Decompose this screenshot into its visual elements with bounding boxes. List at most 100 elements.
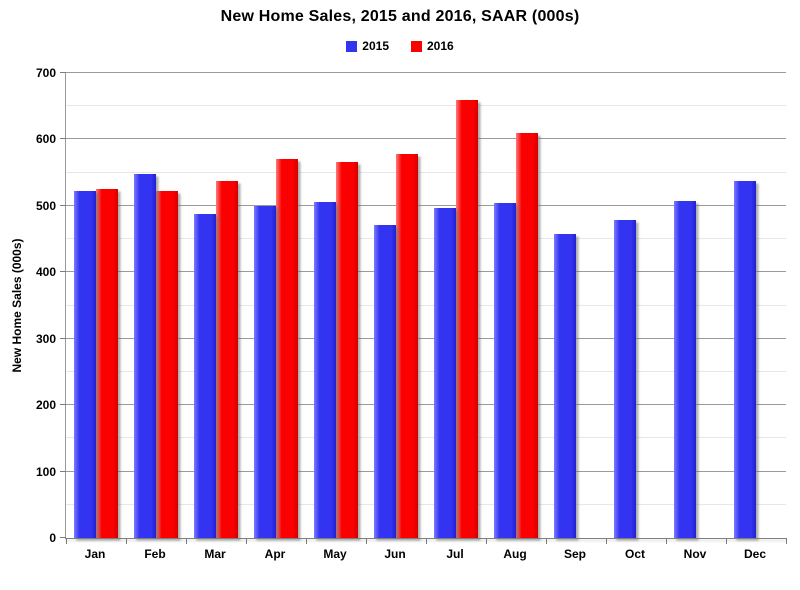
y-axis-tick — [60, 271, 66, 273]
bar-2016-may — [336, 162, 358, 538]
bar-2016-mar — [216, 181, 238, 538]
x-axis-tick — [365, 538, 367, 544]
gridline-minor — [66, 503, 786, 505]
bar-2016-jun — [396, 154, 418, 538]
x-axis-tick — [545, 538, 547, 544]
bar-2015-mar — [194, 213, 216, 538]
x-axis-tick — [65, 538, 67, 544]
bar-2016-feb — [156, 190, 178, 538]
legend-label-2016: 2016 — [427, 39, 454, 53]
x-axis-label-mar: Mar — [204, 547, 226, 561]
bar-group-nov — [666, 73, 726, 538]
gridline-minor — [66, 105, 786, 107]
y-axis-tick-label: 500 — [35, 198, 56, 213]
x-axis-tick — [125, 538, 127, 544]
x-axis-tick — [725, 538, 727, 544]
gridline-minor — [66, 370, 786, 372]
x-axis-label-jun: Jun — [384, 547, 406, 561]
plot-area — [60, 72, 787, 544]
y-axis-tick — [60, 337, 66, 339]
x-axis-label-jan: Jan — [84, 547, 106, 561]
gridline-minor — [66, 171, 786, 173]
y-axis-tick-label: 300 — [35, 331, 56, 346]
y-axis-tick-label: 200 — [35, 398, 56, 413]
bar-group-jan — [66, 73, 126, 538]
y-axis-tick — [60, 204, 66, 206]
x-axis-tick — [185, 538, 187, 544]
bar-2016-jan — [96, 189, 118, 538]
bar-2015-nov — [674, 200, 696, 538]
bar-2015-aug — [494, 202, 516, 538]
legend: 2015 2016 — [0, 39, 800, 53]
x-axis-label-dec: Dec — [743, 547, 766, 561]
gridline-major — [66, 204, 786, 206]
bar-group-dec — [726, 73, 786, 538]
bar-2016-apr — [276, 159, 298, 538]
gridline-minor — [66, 437, 786, 439]
x-axis-tick — [305, 538, 307, 544]
bar-group-jul — [426, 73, 486, 538]
x-axis-labels: Jan Feb Mar Apr May Jun Jul Aug Sep Oct Nov Dec — [65, 547, 785, 563]
x-axis-tick — [605, 538, 607, 544]
gridline-major — [66, 404, 786, 406]
gridline-major — [66, 72, 786, 73]
bar-2015-jul — [434, 207, 456, 538]
y-axis-tick-label: 700 — [35, 66, 56, 80]
x-axis-label-may: May — [323, 547, 347, 561]
x-axis-tick — [485, 538, 487, 544]
bar-2015-jun — [374, 225, 396, 538]
x-axis-label-oct: Oct — [624, 547, 645, 561]
x-axis-tick — [665, 538, 667, 544]
bar-group-may — [306, 73, 366, 538]
y-axis-tick — [60, 404, 66, 406]
legend-swatch-2016 — [411, 40, 422, 52]
bar-2015-sep — [554, 234, 576, 538]
gridline-minor — [66, 238, 786, 240]
chart-title: New Home Sales, 2015 and 2016, SAAR (000… — [220, 8, 580, 25]
bar-2015-oct — [614, 220, 636, 538]
bar-group-apr — [246, 73, 306, 538]
legend-label-2015: 2015 — [362, 39, 389, 53]
x-axis-label-sep: Sep — [563, 547, 586, 561]
bar-group-jun — [366, 73, 426, 538]
bar-group-mar — [186, 73, 246, 538]
x-axis-tick — [245, 538, 247, 544]
gridline-major — [66, 470, 786, 472]
y-axis-tick-label: 400 — [35, 265, 56, 280]
legend-swatch-2015 — [346, 40, 358, 52]
x-axis-label-jul: Jul — [446, 547, 464, 561]
bar-2015-jan — [74, 190, 96, 538]
bar-group-feb — [126, 73, 186, 538]
gridline-major — [66, 138, 786, 140]
legend-item-2015: 2015 — [346, 39, 389, 53]
y-axis-tick-label: 0 — [49, 531, 56, 545]
x-axis-label-apr: Apr — [264, 547, 286, 561]
y-axis-tick — [60, 537, 66, 538]
legend-item-2016: 2016 — [411, 39, 454, 53]
bar-2015-apr — [254, 205, 276, 538]
x-axis-label-aug: Aug — [503, 547, 527, 561]
bar-2015-dec — [734, 181, 756, 538]
y-axis-tick-label: 600 — [35, 132, 56, 147]
gridline-major — [66, 337, 786, 339]
bar-2015-feb — [134, 173, 156, 538]
y-axis-tick-label: 100 — [35, 464, 56, 479]
gridline-major — [66, 271, 786, 273]
bar-group-oct — [606, 73, 666, 538]
bar-2016-jul — [456, 100, 478, 538]
bar-group-aug — [486, 73, 546, 538]
y-axis-labels: 0 100 200 300 400 500 600 700 — [0, 66, 56, 545]
x-axis-tick — [425, 538, 427, 544]
bar-group-sep — [546, 73, 606, 538]
bar-2015-may — [314, 201, 336, 538]
y-axis-tick — [60, 138, 66, 140]
gridline-minor — [66, 304, 786, 306]
y-axis-tick — [60, 470, 66, 472]
bar-2016-aug — [516, 133, 538, 538]
x-axis-label-nov: Nov — [683, 547, 707, 561]
x-axis-line — [65, 538, 787, 539]
x-axis-tick — [785, 538, 787, 544]
y-axis-tick — [60, 72, 66, 73]
x-axis-label-feb: Feb — [144, 547, 166, 561]
